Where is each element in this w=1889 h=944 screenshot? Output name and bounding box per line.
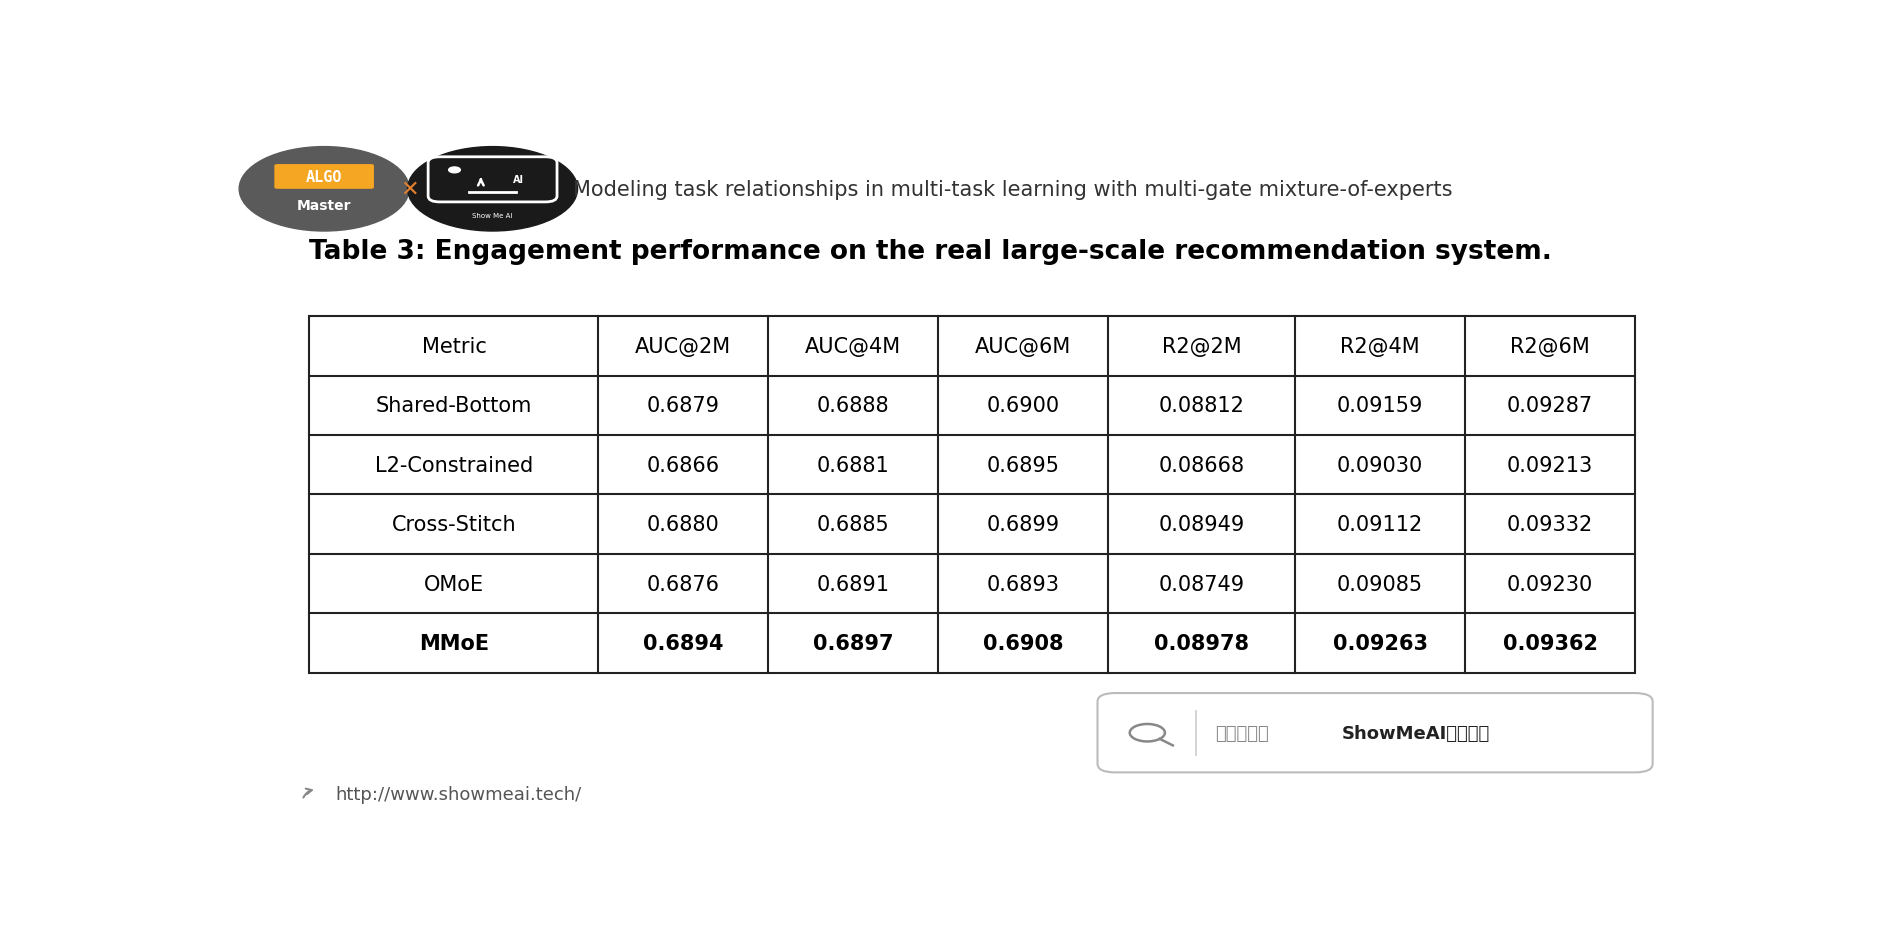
Circle shape [240, 147, 408, 232]
Text: 0.08949: 0.08949 [1158, 514, 1245, 534]
Text: R2@6M: R2@6M [1509, 336, 1589, 357]
Text: 0.09159: 0.09159 [1336, 396, 1422, 416]
Text: Modeling task relationships in multi-task learning with multi-gate mixture-of-ex: Modeling task relationships in multi-tas… [572, 179, 1453, 199]
Text: 0.08978: 0.08978 [1154, 633, 1249, 653]
Text: Table 3: Engagement performance on the real large-scale recommendation system.: Table 3: Engagement performance on the r… [310, 239, 1551, 264]
Text: 0.6899: 0.6899 [986, 514, 1060, 534]
Text: ALGO: ALGO [306, 170, 342, 185]
Text: 0.6894: 0.6894 [642, 633, 723, 653]
FancyBboxPatch shape [1098, 693, 1651, 772]
Text: 0.6897: 0.6897 [812, 633, 893, 653]
Text: 0.08749: 0.08749 [1158, 574, 1245, 594]
Circle shape [408, 147, 578, 232]
Text: MMoE: MMoE [419, 633, 489, 653]
Text: 0.6888: 0.6888 [816, 396, 890, 416]
Text: 0.09112: 0.09112 [1336, 514, 1422, 534]
Text: AUC@4M: AUC@4M [805, 336, 901, 357]
Text: ✕: ✕ [400, 179, 417, 199]
Text: 0.6876: 0.6876 [646, 574, 720, 594]
Text: 0.6891: 0.6891 [816, 574, 890, 594]
Text: 0.08812: 0.08812 [1158, 396, 1245, 416]
Text: L2-Constrained: L2-Constrained [374, 455, 533, 475]
Text: 0.09213: 0.09213 [1506, 455, 1592, 475]
FancyBboxPatch shape [274, 165, 374, 190]
Text: 0.6880: 0.6880 [646, 514, 720, 534]
Text: Master: Master [297, 198, 351, 212]
Text: 0.09263: 0.09263 [1332, 633, 1426, 653]
Text: 0.6885: 0.6885 [816, 514, 890, 534]
Text: Cross-Stitch: Cross-Stitch [391, 514, 516, 534]
Text: Show Me AI: Show Me AI [472, 212, 512, 219]
Text: 0.09085: 0.09085 [1336, 574, 1422, 594]
Text: R2@2M: R2@2M [1162, 336, 1241, 357]
Text: ShowMeAI研究中心: ShowMeAI研究中心 [1341, 724, 1490, 742]
Text: Metric: Metric [421, 336, 485, 357]
Text: R2@4M: R2@4M [1339, 336, 1419, 357]
Text: 0.09030: 0.09030 [1336, 455, 1422, 475]
Text: 0.6866: 0.6866 [646, 455, 720, 475]
Text: AI: AI [514, 176, 523, 185]
Text: 0.09362: 0.09362 [1502, 633, 1596, 653]
Text: AUC@6M: AUC@6M [975, 336, 1071, 357]
Text: Shared-Bottom: Shared-Bottom [376, 396, 533, 416]
Text: 0.6895: 0.6895 [986, 455, 1060, 475]
Text: AUC@2M: AUC@2M [635, 336, 731, 357]
Text: 0.09287: 0.09287 [1506, 396, 1592, 416]
Text: http://www.showmeai.tech/: http://www.showmeai.tech/ [336, 785, 582, 803]
Text: 0.6900: 0.6900 [986, 396, 1060, 416]
Text: 搜索｜微信: 搜索｜微信 [1215, 724, 1268, 742]
Text: 0.6908: 0.6908 [982, 633, 1064, 653]
Text: 0.6881: 0.6881 [816, 455, 890, 475]
Text: 0.09230: 0.09230 [1506, 574, 1592, 594]
Text: 0.6879: 0.6879 [646, 396, 720, 416]
Text: 0.6893: 0.6893 [986, 574, 1060, 594]
Text: OMoE: OMoE [423, 574, 484, 594]
Text: 0.08668: 0.08668 [1158, 455, 1245, 475]
Circle shape [448, 168, 461, 174]
Text: 0.09332: 0.09332 [1506, 514, 1592, 534]
